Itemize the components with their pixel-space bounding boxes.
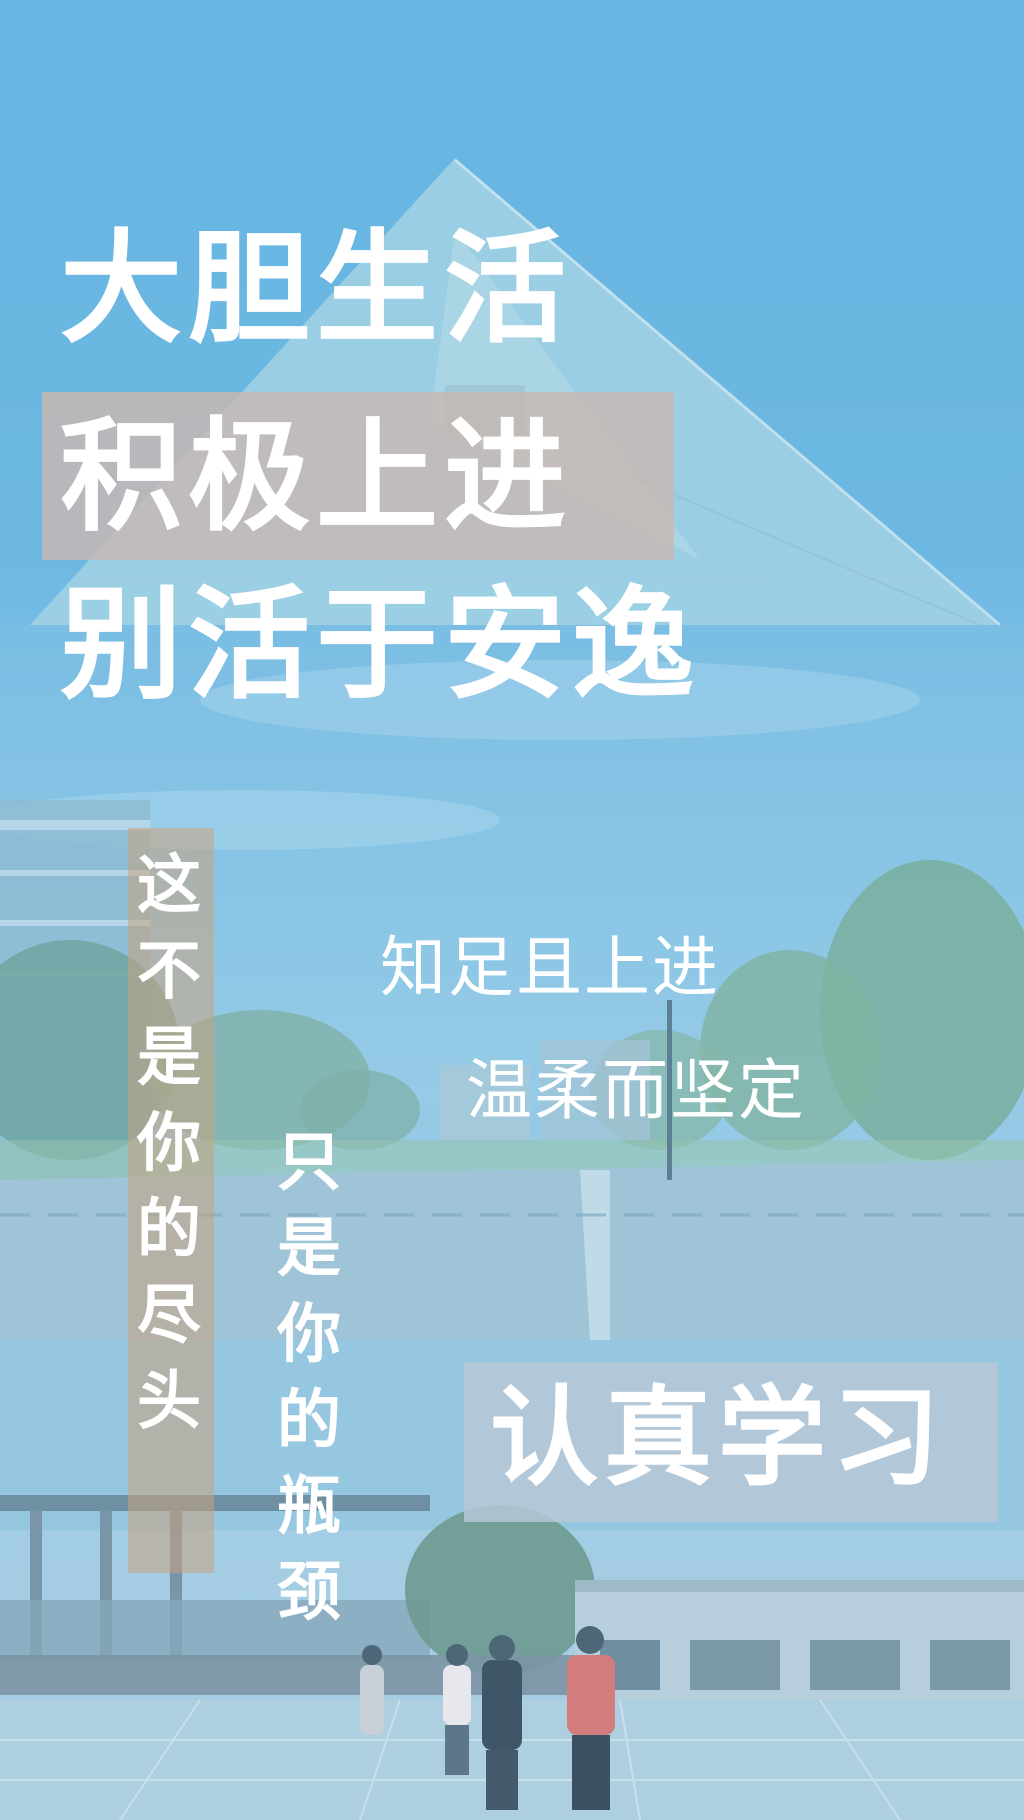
vertical-left-text: 这不是你的尽头 (137, 849, 201, 1439)
badge-text: 认真学习 (490, 1376, 947, 1501)
vertical-left-highlight (128, 828, 214, 1573)
vertical-middle-text: 只是你的瓶颈 (277, 1126, 341, 1630)
headline-line2: 积极上进 (60, 406, 572, 548)
right-text-line2: 温柔而坚定 (466, 1052, 806, 1129)
headline-line1: 大胆生活 (60, 218, 572, 360)
headline-line3: 别活于安逸 (60, 574, 700, 716)
right-text-line1: 知足且上进 (380, 929, 720, 1006)
headline-line2-highlight (42, 392, 674, 560)
road (0, 1160, 1024, 1340)
walking-people (360, 1626, 615, 1810)
badge-background (464, 1362, 998, 1522)
